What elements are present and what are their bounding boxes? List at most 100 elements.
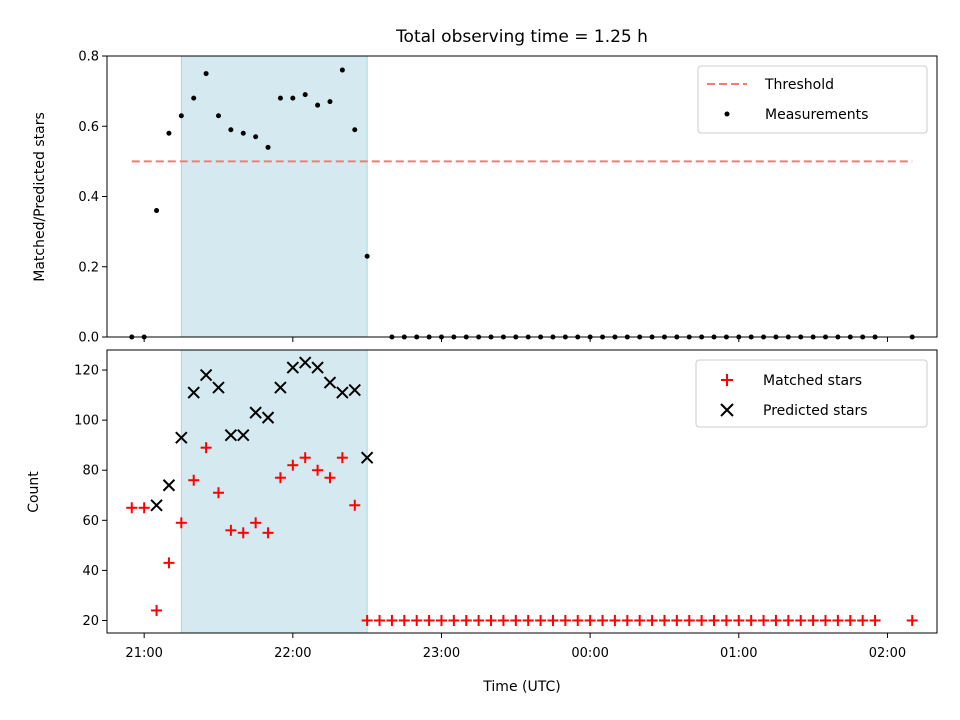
matched-star-point: [175, 517, 187, 529]
measurement-point: [154, 208, 160, 214]
matched-star-point: [782, 614, 794, 626]
matched-star-point: [361, 614, 373, 626]
measurement-point: [215, 113, 221, 119]
x-tick-label: 21:00: [125, 646, 162, 661]
bottom-x-ticks: 21:00 22:00 23:00 00:00 01:00 02:00: [125, 633, 906, 661]
top-x-ticks: [143, 337, 888, 342]
predicted-star-point-b: [299, 356, 312, 369]
observing-window-shade: [180, 55, 368, 338]
bottom-legend: Matched stars Predicted stars: [695, 359, 928, 428]
matched-star-point: [262, 527, 274, 539]
matched-star-point: [696, 614, 708, 626]
predicted-star-points: [150, 356, 374, 512]
bottom-panel: 20 40 60 80 100 120 21:00 22:00 23:00 00:00 01:00…: [26, 349, 938, 695]
matched-star-point: [572, 614, 584, 626]
predicted-star-point: [311, 361, 324, 374]
matched-star-point: [349, 499, 361, 511]
measurement-point: [265, 144, 271, 150]
predicted-star-point-b: [360, 451, 374, 464]
measurement-point: [253, 134, 259, 140]
y-tick-label: 0.2: [78, 260, 99, 275]
predicted-star-point: [323, 376, 337, 389]
observing-window-shade: [180, 349, 368, 634]
top-legend-box: [697, 65, 928, 134]
matched-star-point: [188, 474, 200, 486]
matched-star-points: [126, 442, 918, 626]
top-y-axis-label: Matched/Predicted stars: [32, 112, 48, 282]
predicted-star-point-b: [175, 431, 188, 444]
matched-star-point: [758, 614, 770, 626]
matched-star-point: [535, 614, 547, 626]
legend-predicted-label: Predicted stars: [763, 403, 868, 419]
matched-star-point: [869, 614, 881, 626]
measurement-point: [339, 67, 345, 73]
x-tick-label: 22:00: [274, 646, 311, 661]
y-tick-label: 60: [82, 514, 99, 529]
matched-star-point: [906, 614, 918, 626]
bottom-axes-frame: [106, 349, 938, 634]
y-tick-label: 0.4: [78, 190, 99, 205]
predicted-star-point-b: [224, 428, 238, 442]
predicted-star-point: [199, 368, 213, 382]
measurement-point: [166, 130, 172, 136]
matched-star-point: [770, 614, 782, 626]
predicted-star-point-b: [274, 381, 287, 394]
matched-star-point: [807, 614, 819, 626]
predicted-star-point-b: [187, 386, 200, 399]
predicted-star-point-b: [199, 368, 213, 382]
predicted-star-point: [360, 451, 374, 464]
predicted-star-point: [237, 428, 250, 442]
predicted-star-point-b: [336, 386, 349, 399]
matched-star-point: [832, 614, 844, 626]
matched-star-point: [435, 614, 447, 626]
x-tick-label: 01:00: [720, 646, 757, 661]
measurement-point: [178, 113, 184, 119]
predicted-star-point: [261, 411, 275, 424]
matched-star-point: [225, 524, 237, 536]
predicted-star-point: [224, 428, 238, 442]
matched-star-point: [795, 614, 807, 626]
matched-star-point: [398, 614, 410, 626]
legend-matched-label: Matched stars: [763, 373, 862, 389]
matched-star-point: [411, 614, 423, 626]
measurement-point: [240, 130, 246, 136]
predicted-star-point: [249, 406, 262, 419]
bottom-y-ticks: 20 40 60 80 100 120: [74, 364, 107, 629]
chart-title: Total observing time = 1.25 h: [395, 27, 648, 47]
matched-star-point: [312, 464, 324, 476]
predicted-star-point: [212, 381, 225, 394]
measurement-point: [228, 127, 234, 133]
y-tick-label: 120: [74, 364, 99, 379]
measurement-points: [129, 67, 915, 340]
predicted-star-point: [274, 381, 287, 394]
matched-star-point: [237, 527, 249, 539]
legend-predicted-swatch: [720, 403, 734, 417]
predicted-star-point-b: [212, 381, 225, 394]
matched-star-point: [287, 459, 299, 471]
matched-star-point: [857, 614, 869, 626]
x-tick-label: 23:00: [423, 646, 460, 661]
matched-star-point: [274, 472, 286, 484]
predicted-star-point: [348, 383, 361, 397]
legend-measurement-label: Measurements: [765, 107, 868, 123]
matched-star-point: [621, 614, 633, 626]
predicted-star-point-b: [162, 479, 176, 492]
matched-star-point: [522, 614, 534, 626]
matched-star-point: [212, 487, 224, 499]
predicted-star-point: [286, 361, 300, 374]
matched-star-point: [547, 614, 559, 626]
matched-star-point: [683, 614, 695, 626]
legend-measurement-swatch: [724, 111, 730, 117]
matched-star-point: [151, 604, 163, 616]
bottom-y-axis-label: Count: [26, 471, 42, 513]
measurement-point: [315, 102, 321, 108]
measurement-point: [191, 95, 197, 101]
matched-star-point: [324, 472, 336, 484]
predicted-star-point-b: [348, 383, 361, 397]
measurement-point: [352, 127, 358, 133]
matched-star-point: [423, 614, 435, 626]
predicted-star-point: [336, 386, 349, 399]
x-tick-label: 02:00: [869, 646, 906, 661]
bottom-legend-box: [695, 359, 928, 428]
